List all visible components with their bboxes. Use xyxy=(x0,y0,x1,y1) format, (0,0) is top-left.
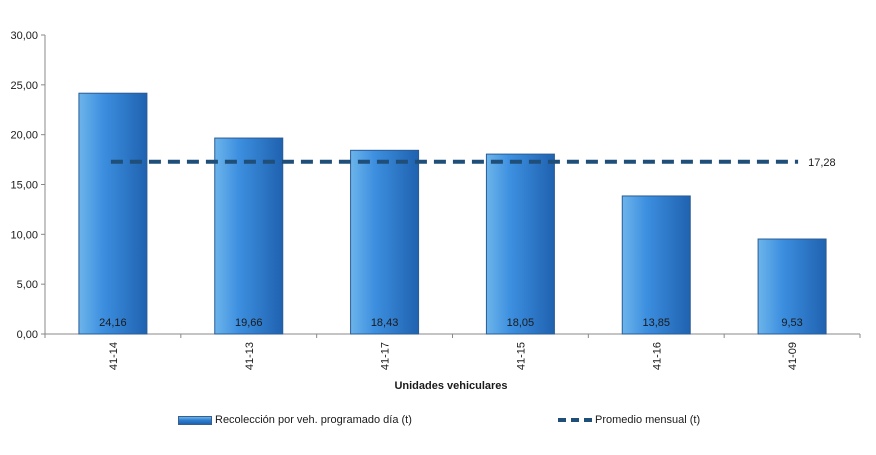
bar xyxy=(78,92,148,335)
y-tick-label: 15,00 xyxy=(10,180,38,192)
average-data-label: 17,28 xyxy=(808,157,836,169)
legend-line-swatch xyxy=(558,418,592,422)
y-tick-label: 25,00 xyxy=(10,80,38,92)
x-tick-label: 41-17 xyxy=(380,342,392,370)
legend-bar-label: Recolección por veh. programado día (t) xyxy=(215,414,412,426)
labels: 24,16 41-14 19,66 41-13 18,43 41-17 18,05 41-15… xyxy=(99,317,803,370)
data-label: 13,85 xyxy=(642,317,670,329)
y-tick-label: 0,00 xyxy=(17,329,38,341)
legend-bar-swatch xyxy=(178,415,212,425)
bar xyxy=(350,149,420,335)
x-tick-label: 41-14 xyxy=(108,342,120,370)
legend-item-bars: Recolección por veh. programado día (t) xyxy=(178,414,412,426)
data-label: 18,05 xyxy=(507,317,535,329)
x-tick-label: 41-15 xyxy=(515,342,527,370)
legend-item-average: Promedio mensual (t) xyxy=(558,414,700,426)
data-label: 18,43 xyxy=(371,317,399,329)
bar xyxy=(214,137,284,335)
bar-chart: 0,00 5,00 10,00 15,00 20,00 25,00 30,00 24,16 4… xyxy=(10,30,861,392)
bars xyxy=(78,92,827,335)
axes: 0,00 5,00 10,00 15,00 20,00 25,00 30,00 xyxy=(10,30,861,341)
x-axis-title: Unidades vehiculares xyxy=(394,380,507,392)
y-tick-label: 20,00 xyxy=(10,130,38,142)
legend: Recolección por veh. programado día (t) … xyxy=(0,412,876,432)
average-line: 17,28 xyxy=(110,157,836,169)
y-tick-label: 10,00 xyxy=(10,229,38,241)
bar xyxy=(621,195,691,335)
x-tick-label: 41-16 xyxy=(651,342,663,370)
x-tick-label: 41-09 xyxy=(787,342,799,370)
y-tick-label: 5,00 xyxy=(17,279,38,291)
legend-line-label: Promedio mensual (t) xyxy=(595,414,701,426)
bar xyxy=(485,153,555,335)
data-label: 19,66 xyxy=(235,317,263,329)
y-tick-label: 30,00 xyxy=(10,30,38,42)
data-label: 9,53 xyxy=(781,317,802,329)
x-tick-label: 41-13 xyxy=(244,342,256,370)
data-label: 24,16 xyxy=(99,317,127,329)
bar xyxy=(757,238,827,335)
